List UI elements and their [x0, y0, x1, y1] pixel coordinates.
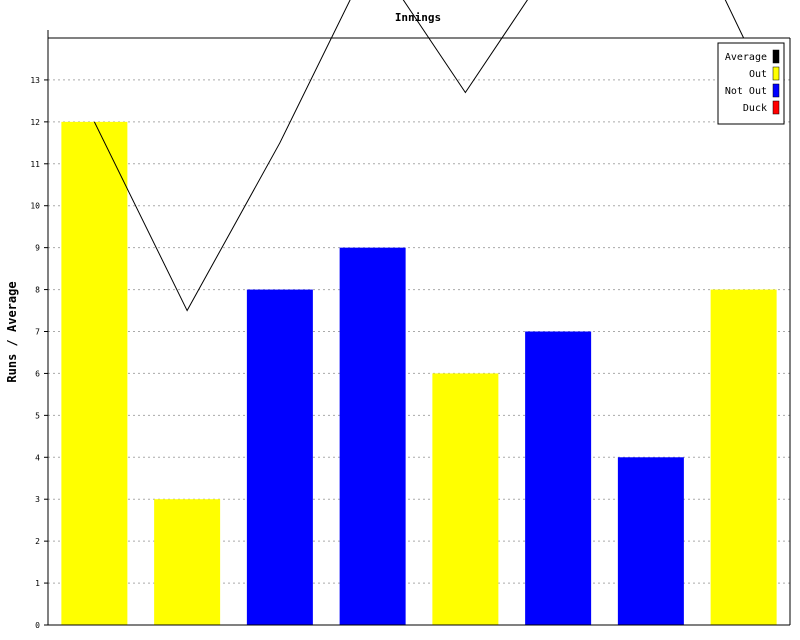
legend-label: Duck [743, 103, 767, 114]
legend-label: Not Out [725, 86, 767, 97]
y-tick-label: 5 [35, 411, 40, 420]
bar-inning-5 [432, 373, 499, 625]
bar-inning-2 [154, 499, 221, 625]
axes [47, 30, 791, 626]
y-tick-label: 13 [30, 76, 40, 85]
y-tick-label: 6 [35, 369, 40, 378]
legend-swatch [772, 100, 780, 115]
average-line-path [93, 0, 745, 312]
legend-label: Out [749, 69, 767, 80]
bar-inning-7 [617, 457, 684, 625]
bar-inning-6 [525, 331, 592, 625]
bar-inning-1 [61, 121, 128, 625]
legend-swatch [772, 66, 780, 81]
y-tick-label: 0 [35, 621, 40, 630]
y-tick-label: 7 [35, 328, 40, 337]
legend-label: Average [725, 52, 767, 63]
y-tick-label: 3 [35, 495, 40, 504]
average-line [93, 0, 745, 312]
y-tick-label: 4 [35, 453, 40, 462]
y-tick-label: 2 [35, 537, 40, 546]
y-tick-label: 8 [35, 286, 40, 295]
y-tick-label: 1 [35, 579, 40, 588]
legend-swatch [772, 49, 780, 64]
legend: Average Out Not Out Duck [717, 42, 785, 125]
bar-inning-3 [246, 289, 313, 625]
gridlines [48, 79, 790, 584]
y-tick-label: 10 [30, 202, 40, 211]
y-tick-label: 9 [35, 244, 40, 253]
y-tick-label: 12 [30, 118, 40, 127]
y-axis-label: Runs / Average [5, 281, 19, 382]
bars [61, 121, 777, 625]
y-tick-label: 11 [30, 160, 40, 169]
legend-swatch [772, 83, 780, 98]
chart-title: Innings [395, 11, 441, 24]
bar-inning-4 [339, 247, 406, 625]
bar-inning-8 [710, 289, 777, 625]
